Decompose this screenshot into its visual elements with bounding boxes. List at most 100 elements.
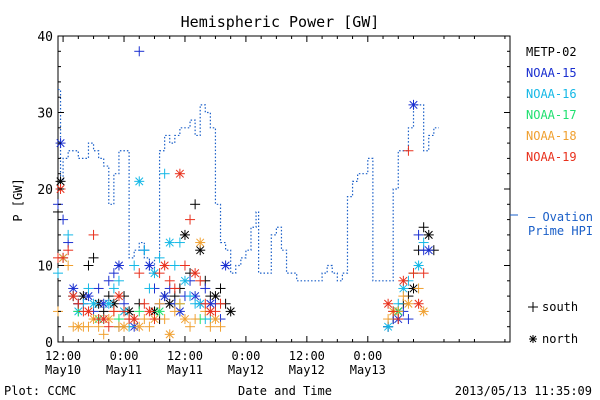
data-point [144, 321, 155, 332]
x-axis: 12:00May100:00May1112:00May110:00May1212… [45, 36, 506, 377]
data-point [144, 306, 155, 317]
x-tick-time-label: 12:00 [289, 349, 325, 363]
data-point [413, 298, 424, 309]
star-d2 [135, 177, 144, 186]
ovation-hpi-line [58, 88, 439, 282]
data-point [225, 306, 236, 317]
data-point [418, 268, 429, 279]
star-d2 [191, 291, 200, 301]
data-point [103, 275, 114, 286]
star-d2 [135, 322, 144, 331]
star-d2 [226, 307, 235, 316]
data-point [134, 176, 145, 187]
star-d2 [180, 276, 190, 285]
data-point [159, 314, 170, 325]
data-point [398, 291, 409, 302]
data-point [139, 245, 150, 256]
data-point [159, 168, 170, 179]
legend-item-noaa-19: NOAA-19 [526, 150, 577, 164]
star-d2 [160, 291, 169, 301]
south-marker-label: south [542, 300, 578, 314]
data-point [144, 260, 155, 271]
x-tick-date-label: May12 [289, 363, 325, 377]
data-point [200, 283, 211, 294]
data-point [210, 306, 221, 317]
ovation-legend-line1: – Ovation [528, 210, 593, 224]
data-point [119, 306, 130, 317]
data-point [174, 237, 185, 248]
star-d2 [130, 314, 139, 324]
data-point [154, 252, 165, 263]
data-point [63, 245, 74, 256]
data-point [403, 145, 414, 156]
data-point [179, 229, 190, 240]
data-point [200, 298, 211, 309]
data-point [423, 229, 434, 240]
star-d2 [196, 299, 205, 308]
data-point [73, 298, 84, 309]
star-d2 [180, 230, 190, 240]
data-point [403, 314, 414, 325]
star-d2 [409, 100, 418, 109]
data-point [220, 260, 231, 271]
data-point [129, 314, 140, 325]
data-point [63, 229, 74, 240]
star-d2 [74, 322, 83, 331]
data-point [174, 298, 185, 309]
data-point [413, 260, 424, 271]
star-d2 [404, 299, 413, 308]
data-point [159, 291, 170, 302]
data-point [185, 291, 196, 302]
data-point [134, 321, 145, 332]
star-d2 [84, 291, 93, 301]
data-point [98, 314, 109, 325]
data-point [88, 252, 99, 263]
data-point [195, 275, 206, 286]
data-point [139, 298, 150, 309]
star-d2 [384, 299, 393, 308]
data-point [423, 245, 434, 256]
data-point [83, 283, 94, 294]
data-point [418, 222, 429, 233]
star-d2 [414, 299, 423, 308]
star-d2 [196, 238, 205, 247]
star-d2 [114, 291, 124, 301]
x-tick-date-label: May10 [45, 363, 81, 377]
star-d2 [175, 169, 184, 178]
star-d2 [89, 314, 98, 324]
star-d2 [384, 322, 393, 331]
data-point [108, 306, 119, 317]
star-d2 [114, 261, 124, 270]
x-tick-time-label: 12:00 [45, 349, 81, 363]
ovation-legend-line2: Prime HPI [528, 224, 593, 238]
data-point [134, 268, 145, 279]
scatter-series [53, 46, 439, 340]
data-point [190, 199, 201, 210]
data-point [103, 321, 114, 332]
legend-item-noaa-16: NOAA-16 [526, 87, 577, 101]
data-point [179, 260, 190, 271]
data-point [383, 321, 394, 332]
y-axis: 0 10 20 30 40 [37, 30, 510, 351]
chart-title: Hemispheric Power [GW] [181, 13, 380, 31]
legend: METP-02 NOAA-15 NOAA-16 NOAA-17 NOAA-18 NOAA-… [526, 45, 577, 164]
data-point [413, 229, 424, 240]
x-axis-label: Date and Time [238, 384, 332, 398]
star-d2 [155, 307, 164, 316]
star-d2 [180, 314, 190, 324]
star-d2 [211, 314, 220, 324]
data-point [154, 298, 165, 309]
data-point [88, 298, 99, 309]
data-point [174, 168, 185, 179]
star-d2 [424, 246, 433, 255]
series-noaa-18 [53, 237, 429, 340]
data-point [83, 321, 94, 332]
data-point [108, 283, 119, 294]
data-point [93, 283, 104, 294]
star-d2 [175, 307, 184, 316]
star-d2 [160, 261, 169, 270]
star-d2 [145, 261, 154, 270]
data-point [98, 329, 109, 340]
data-point [88, 229, 99, 240]
